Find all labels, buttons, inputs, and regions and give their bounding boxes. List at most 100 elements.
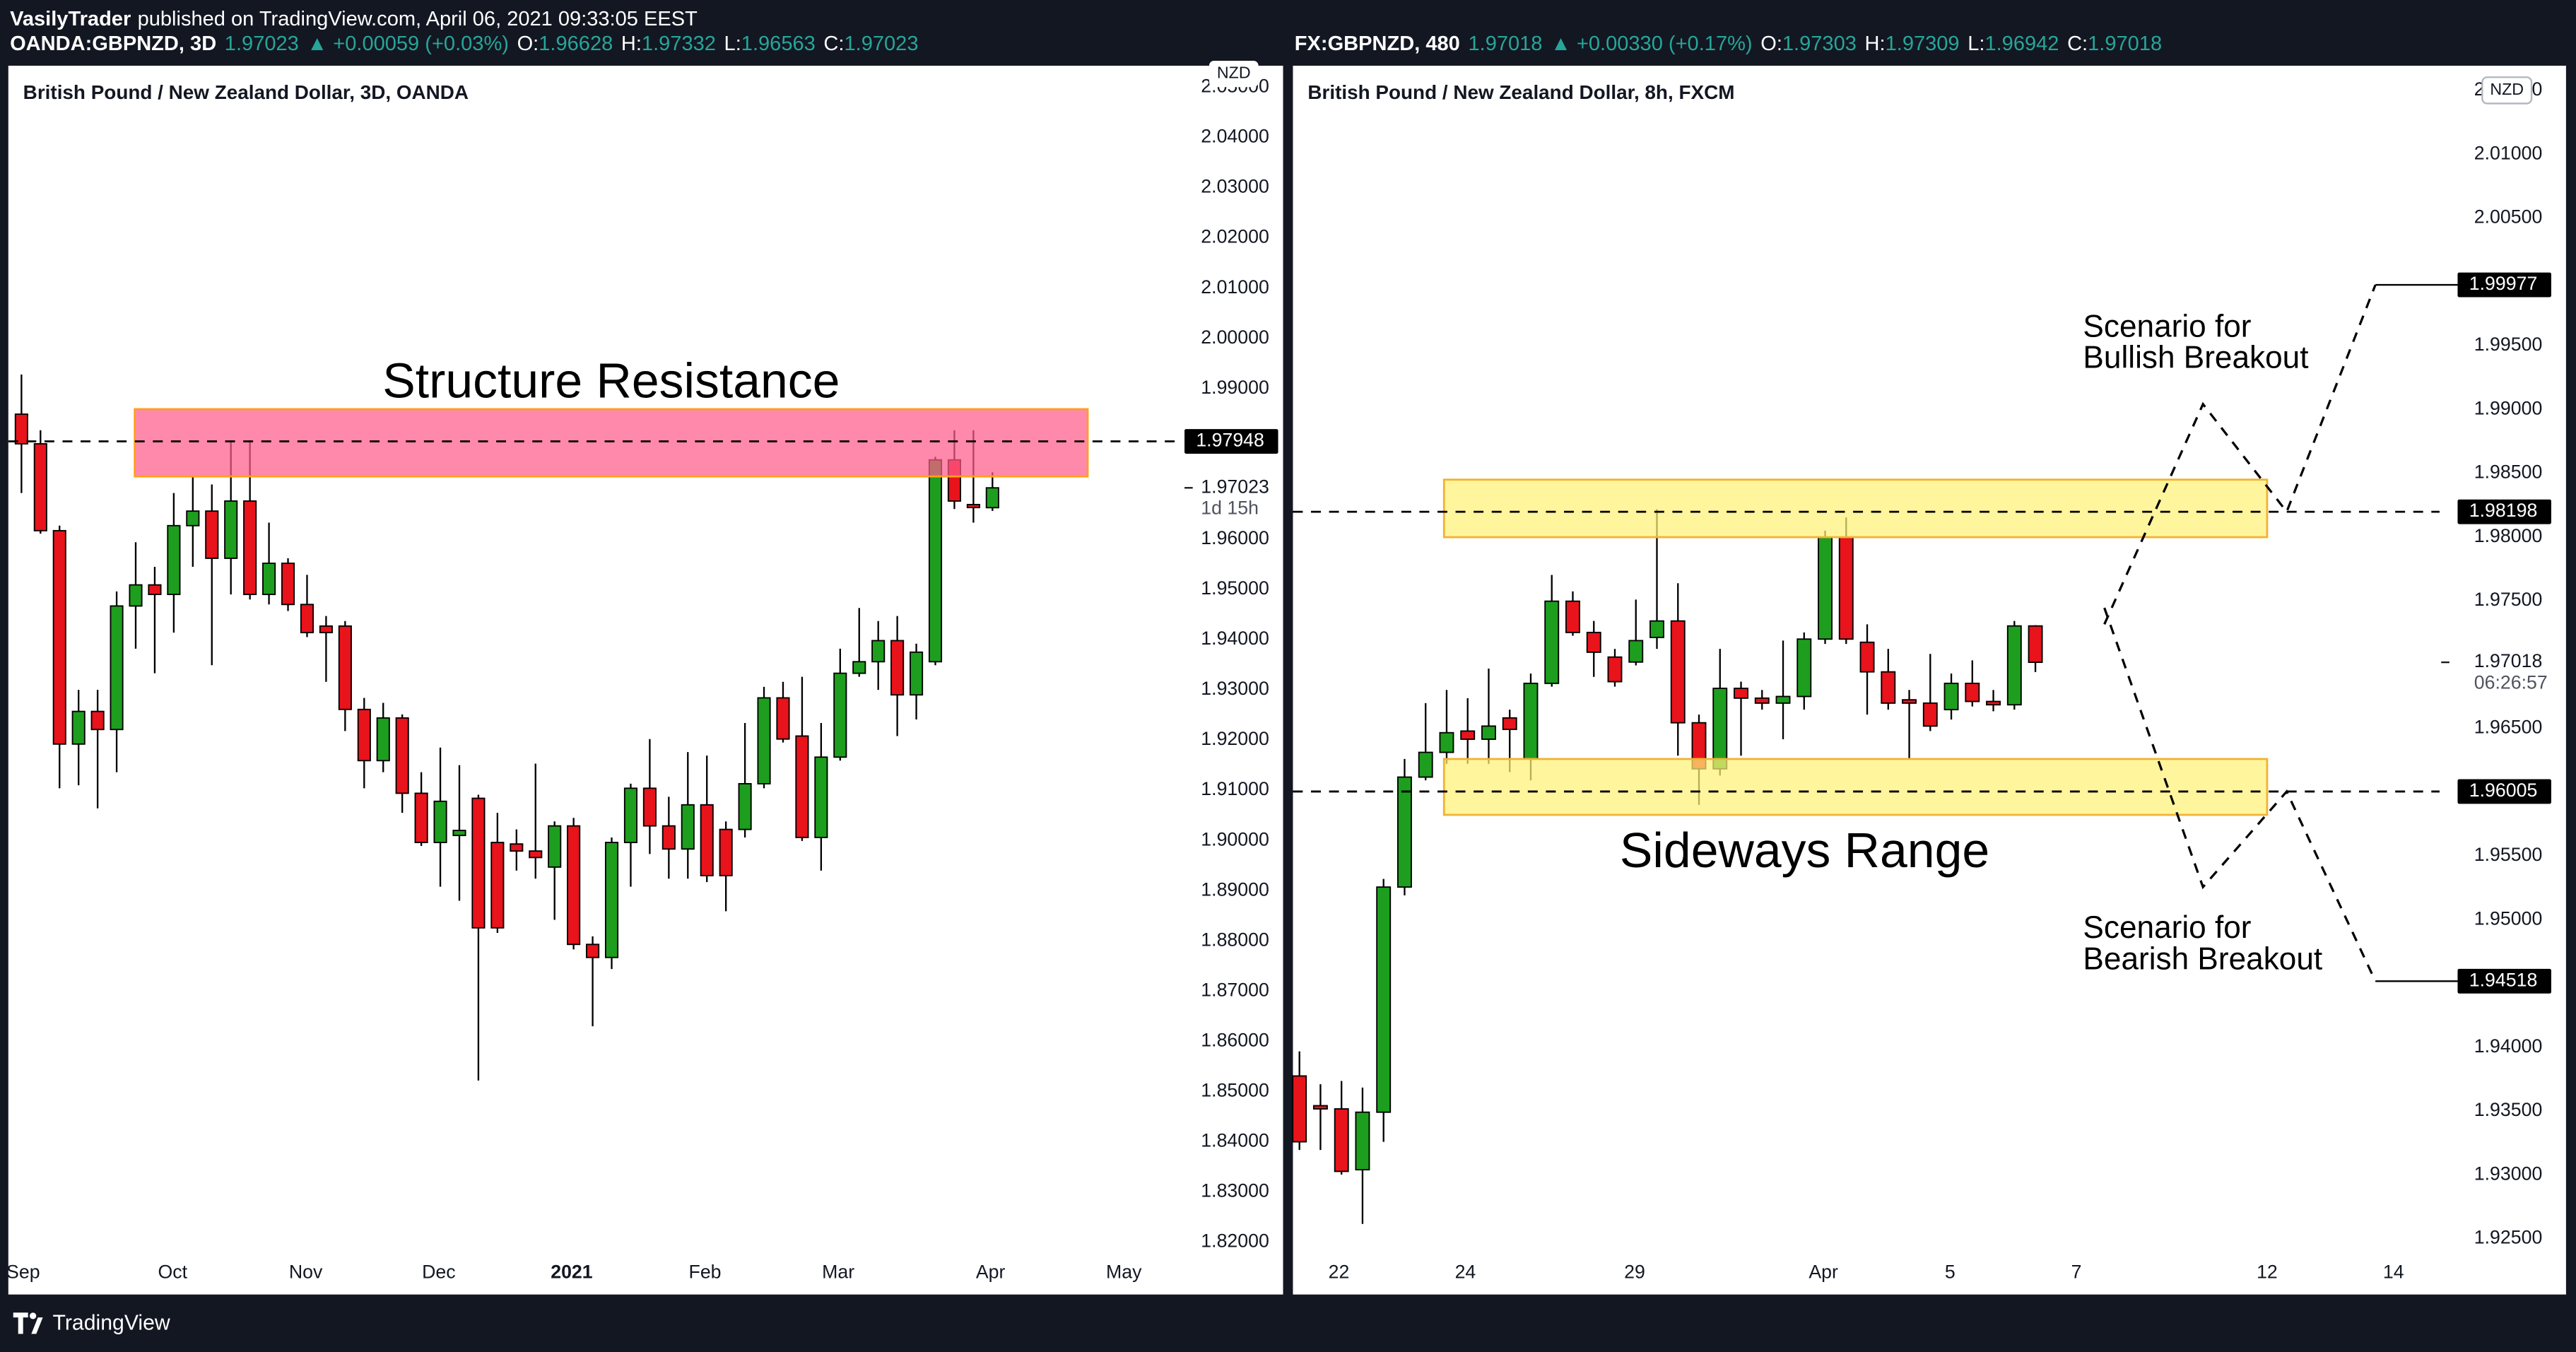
x-tick-label: 29 (1624, 1261, 1645, 1282)
candle-body (1334, 1108, 1349, 1172)
ohlc-label: H: (1865, 32, 1886, 54)
change: ▲ +0.00059 (+0.03%) (307, 32, 509, 54)
y-tick-label: 2.03000 (1201, 176, 1269, 197)
x-tick-label: 12 (2257, 1261, 2278, 1282)
candle-body (395, 717, 409, 794)
y-tick-label: 1.83000 (1201, 1180, 1269, 1201)
zone-label: Sideways Range (1620, 823, 1989, 878)
y-tick-label: 1.97500 (2474, 589, 2543, 610)
x-tick-label: Apr (976, 1261, 1006, 1282)
y-tick-label: 1.91000 (1201, 778, 1269, 799)
y-tick-label: 1.98000 (2474, 525, 2543, 546)
publish-info: published on TradingView.com, April 06, … (138, 8, 698, 30)
logo-dot (29, 1312, 37, 1319)
candle-body (1355, 1111, 1370, 1171)
scenario-label: Bearish Breakout (2083, 941, 2322, 976)
target-label-box (2457, 968, 2551, 994)
candle-body (14, 413, 28, 445)
candle-body (90, 710, 105, 731)
y-tick-label: 2.02000 (1201, 226, 1269, 247)
candle-body (414, 792, 428, 843)
candle-body (376, 717, 390, 762)
y-tick-label: 1.93000 (2474, 1163, 2543, 1184)
candle-body (719, 828, 733, 876)
ohlc-label: C: (823, 32, 844, 54)
candle-body (224, 500, 238, 559)
symbol-info: FX:GBPNZD, 480 1.97018 ▲ +0.00330 (+0.17%)… (1295, 32, 2162, 54)
candle-body (1965, 682, 1980, 703)
y-tick-label: 1.96000 (1201, 527, 1269, 548)
candle-body (642, 787, 657, 827)
currency-box (2481, 76, 2533, 105)
symbol: FX:GBPNZD, 480 (1295, 32, 1460, 54)
candle-body (833, 672, 847, 758)
current-price-bg (1197, 476, 1277, 513)
ohlc-value: 1.97018 (2088, 32, 2162, 54)
candle-body (757, 697, 771, 784)
target-label: 1.99977 (2469, 273, 2538, 294)
y-tick-label: 1.84000 (1201, 1130, 1269, 1151)
candle-body (1502, 717, 1517, 730)
candle-body (262, 563, 276, 596)
candle-body (452, 830, 466, 837)
candle-body (1565, 600, 1580, 633)
level-label: 1.97948 (1196, 430, 1264, 451)
y-tick-label: 1.82000 (1201, 1230, 1269, 1252)
candle-body (186, 510, 200, 527)
candle-body (1775, 695, 1791, 704)
candle-body (1628, 640, 1644, 663)
candle-body (490, 842, 505, 929)
currency-box (1208, 61, 1259, 88)
y-tick-label: 1.88000 (1201, 929, 1269, 950)
y-tick-label: 1.92500 (2474, 1227, 2543, 1248)
candle-body (1943, 682, 1959, 711)
candle-body (928, 459, 943, 663)
candle-body (1607, 656, 1623, 683)
ohlc-label: L: (724, 32, 741, 54)
zone-label: Structure Resistance (382, 353, 840, 408)
y-tick-label: 1.93000 (1201, 678, 1269, 699)
candle-body (623, 787, 638, 843)
ohlc-label: O: (517, 32, 539, 54)
level-label-box (2457, 779, 2551, 804)
candle-body (357, 708, 371, 762)
candle-body (1986, 700, 2001, 706)
ohlc-value: 1.97309 (1886, 32, 1960, 54)
y-tick-label: 1.99500 (2474, 334, 2543, 355)
y-tick-label: 1.92000 (1201, 728, 1269, 749)
candle-body (1838, 536, 1854, 640)
candle-body (871, 640, 886, 663)
level-label: 1.98198 (2469, 500, 2538, 521)
scenario-path (2103, 284, 2377, 625)
ohlc-value: 1.97303 (1782, 32, 1857, 54)
candle-body (890, 640, 905, 696)
y-tick-label: 1.96500 (2474, 717, 2543, 738)
candle-body (1523, 682, 1539, 760)
chart-title: British Pound / New Zealand Dollar, 8h, … (1307, 81, 1734, 103)
y-tick-label: 1.95500 (2474, 844, 2543, 865)
y-tick-label: 1.98500 (2474, 462, 2543, 483)
currency: NZD (2490, 80, 2524, 98)
logo-mark (31, 1317, 43, 1334)
candle-body (661, 825, 676, 850)
candle-body (776, 697, 790, 740)
candle-body (167, 524, 181, 596)
candle-body (1481, 725, 1496, 740)
ohlc-label: C: (2067, 32, 2088, 54)
candle-body (471, 797, 486, 929)
candle-body (1586, 631, 1601, 653)
x-tick-label: May (1106, 1261, 1142, 1282)
x-tick-label: 7 (2071, 1261, 2082, 1282)
y-tick-label: 1.95000 (2474, 907, 2543, 929)
candle-body (985, 487, 999, 509)
scenario-label: Bullish Breakout (2083, 341, 2308, 375)
zone (1442, 478, 2269, 539)
y-tick-label: 2.00000 (1201, 327, 1269, 348)
author: VasilyTrader (10, 8, 131, 30)
x-tick-label: Mar (822, 1261, 854, 1282)
candle-body (1460, 730, 1476, 740)
currency: NZD (1217, 64, 1251, 82)
candle-body (205, 510, 219, 559)
candle-body (795, 735, 809, 838)
